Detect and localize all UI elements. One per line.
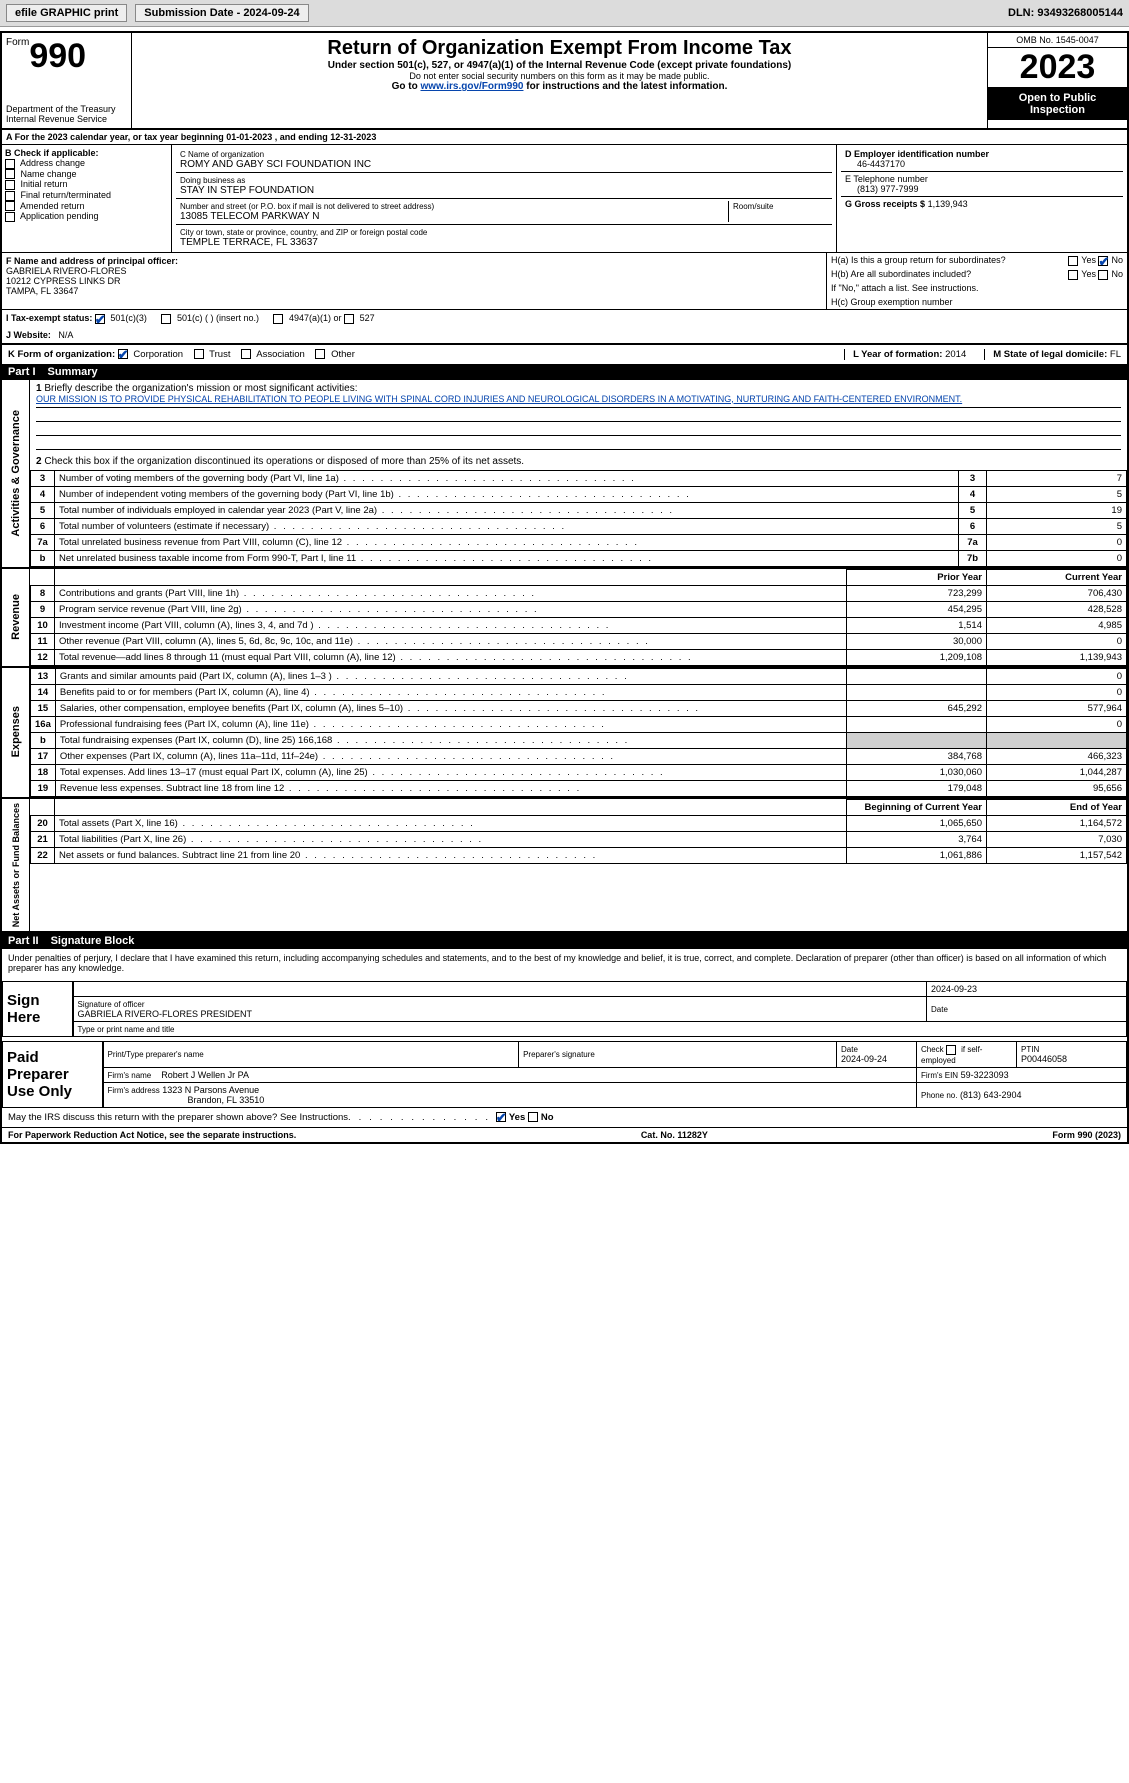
- dept-treasury: Department of the Treasury Internal Reve…: [6, 104, 127, 124]
- penalty-statement: Under penalties of perjury, I declare th…: [2, 949, 1127, 977]
- header-right: OMB No. 1545-0047 2023 Open to Public In…: [987, 33, 1127, 128]
- part2-header: Part II Signature Block: [2, 933, 1127, 949]
- page-footer: For Paperwork Reduction Act Notice, see …: [2, 1127, 1127, 1142]
- discuss-preparer: May the IRS discuss this return with the…: [2, 1108, 1127, 1127]
- firm-ein: 59-3223093: [961, 1070, 1009, 1080]
- netassets-table: Beginning of Current YearEnd of Year20To…: [30, 799, 1127, 864]
- b-option-checkbox[interactable]: [5, 169, 15, 179]
- year-formation: 2014: [945, 349, 966, 360]
- b-option-checkbox[interactable]: [5, 159, 15, 169]
- block-b: B Check if applicable: Address change Na…: [2, 145, 172, 252]
- hb-yes-checkbox[interactable]: [1068, 270, 1078, 280]
- 501c-checkbox[interactable]: [161, 314, 171, 324]
- block-klm: K Form of organization: Corporation Trus…: [2, 344, 1127, 364]
- efile-print-button[interactable]: efile GRAPHIC print: [6, 4, 127, 22]
- firm-name: Robert J Wellen Jr PA: [161, 1070, 249, 1080]
- expenses-section: Expenses 13Grants and similar amounts pa…: [2, 668, 1127, 799]
- omb-number: OMB No. 1545-0047: [988, 33, 1127, 48]
- block-ij: I Tax-exempt status: 501(c)(3) 501(c) ( …: [2, 310, 1127, 344]
- header-center: Return of Organization Exempt From Incom…: [132, 33, 987, 128]
- preparer-table: Paid Preparer Use Only Print/Type prepar…: [2, 1041, 1127, 1108]
- dba-name: STAY IN STEP FOUNDATION: [180, 185, 314, 196]
- expenses-table: 13Grants and similar amounts paid (Part …: [30, 668, 1127, 797]
- revenue-table: Prior YearCurrent Year8Contributions and…: [30, 569, 1127, 666]
- block-def: D Employer identification number46-44371…: [837, 145, 1127, 252]
- assoc-checkbox[interactable]: [241, 349, 251, 359]
- b-option-checkbox[interactable]: [5, 201, 15, 211]
- website: N/A: [58, 330, 73, 340]
- org-name: ROMY AND GABY SCI FOUNDATION INC: [180, 159, 371, 170]
- telephone: (813) 977-7999: [845, 184, 919, 194]
- city-state-zip: TEMPLE TERRACE, FL 33637: [180, 237, 318, 248]
- street-address: 13085 TELECOM PARKWAY N: [180, 211, 320, 222]
- goto-link[interactable]: Go to www.irs.gov/Form990 for instructio…: [136, 81, 983, 92]
- form-subtitle: Under section 501(c), 527, or 4947(a)(1)…: [136, 60, 983, 71]
- 527-checkbox[interactable]: [344, 314, 354, 324]
- paid-preparer-label: Paid Preparer Use Only: [3, 1041, 103, 1107]
- sign-here-label: Sign Here: [3, 981, 73, 1036]
- b-option-checkbox[interactable]: [5, 180, 15, 190]
- form-header: Form990 Department of the Treasury Inter…: [2, 33, 1127, 130]
- ein: 46-4437170: [845, 159, 905, 169]
- mission-text: OUR MISSION IS TO PROVIDE PHYSICAL REHAB…: [36, 394, 1121, 408]
- submission-date: Submission Date - 2024-09-24: [135, 4, 308, 22]
- block-c: C Name of organizationROMY AND GABY SCI …: [172, 145, 837, 252]
- block-fh: F Name and address of principal officer:…: [2, 253, 1127, 310]
- officer-name: GABRIELA RIVERO-FLORES: [6, 266, 127, 276]
- ssn-note: Do not enter social security numbers on …: [136, 71, 983, 81]
- header-left: Form990 Department of the Treasury Inter…: [2, 33, 132, 128]
- ptin: P00446058: [1021, 1054, 1067, 1064]
- 4947-checkbox[interactable]: [273, 314, 283, 324]
- gross-receipts: 1,139,943: [928, 199, 968, 209]
- discuss-yes-checkbox[interactable]: [496, 1112, 506, 1122]
- sign-here-table: Sign Here 2024-09-23 Signature of office…: [2, 981, 1127, 1037]
- b-option-checkbox[interactable]: [5, 212, 15, 222]
- topbar: efile GRAPHIC print Submission Date - 20…: [0, 0, 1129, 27]
- ha-yes-checkbox[interactable]: [1068, 256, 1078, 266]
- part1-header: Part I Summary: [2, 364, 1127, 380]
- officer-signature: GABRIELA RIVERO-FLORES PRESIDENT: [78, 1009, 253, 1019]
- b-option-checkbox[interactable]: [5, 191, 15, 201]
- trust-checkbox[interactable]: [194, 349, 204, 359]
- 501c3-checkbox[interactable]: [95, 314, 105, 324]
- sign-date: 2024-09-23: [927, 981, 1127, 996]
- self-employed-checkbox[interactable]: [946, 1045, 956, 1055]
- revenue-section: Revenue Prior YearCurrent Year8Contribut…: [2, 569, 1127, 668]
- ag-table: 3Number of voting members of the governi…: [30, 470, 1127, 567]
- form-990: Form990 Department of the Treasury Inter…: [0, 31, 1129, 1144]
- netassets-section: Net Assets or Fund Balances Beginning of…: [2, 799, 1127, 933]
- form-title: Return of Organization Exempt From Incom…: [136, 37, 983, 60]
- dln: DLN: 93493268005144: [1008, 7, 1123, 19]
- ha-no-checkbox[interactable]: [1098, 256, 1108, 266]
- discuss-no-checkbox[interactable]: [528, 1112, 538, 1122]
- tax-year: 2023: [988, 48, 1127, 88]
- form-number-footer: Form 990 (2023): [1052, 1130, 1121, 1140]
- other-checkbox[interactable]: [315, 349, 325, 359]
- hb-no-checkbox[interactable]: [1098, 270, 1108, 280]
- firm-phone: (813) 643-2904: [960, 1090, 1022, 1100]
- public-inspection: Open to Public Inspection: [988, 88, 1127, 120]
- tax-period: A For the 2023 calendar year, or tax yea…: [2, 130, 1127, 145]
- corp-checkbox[interactable]: [118, 349, 128, 359]
- state-domicile: FL: [1110, 349, 1121, 360]
- entity-block: B Check if applicable: Address change Na…: [2, 145, 1127, 253]
- activities-governance: Activities & Governance 1 Briefly descri…: [2, 380, 1127, 569]
